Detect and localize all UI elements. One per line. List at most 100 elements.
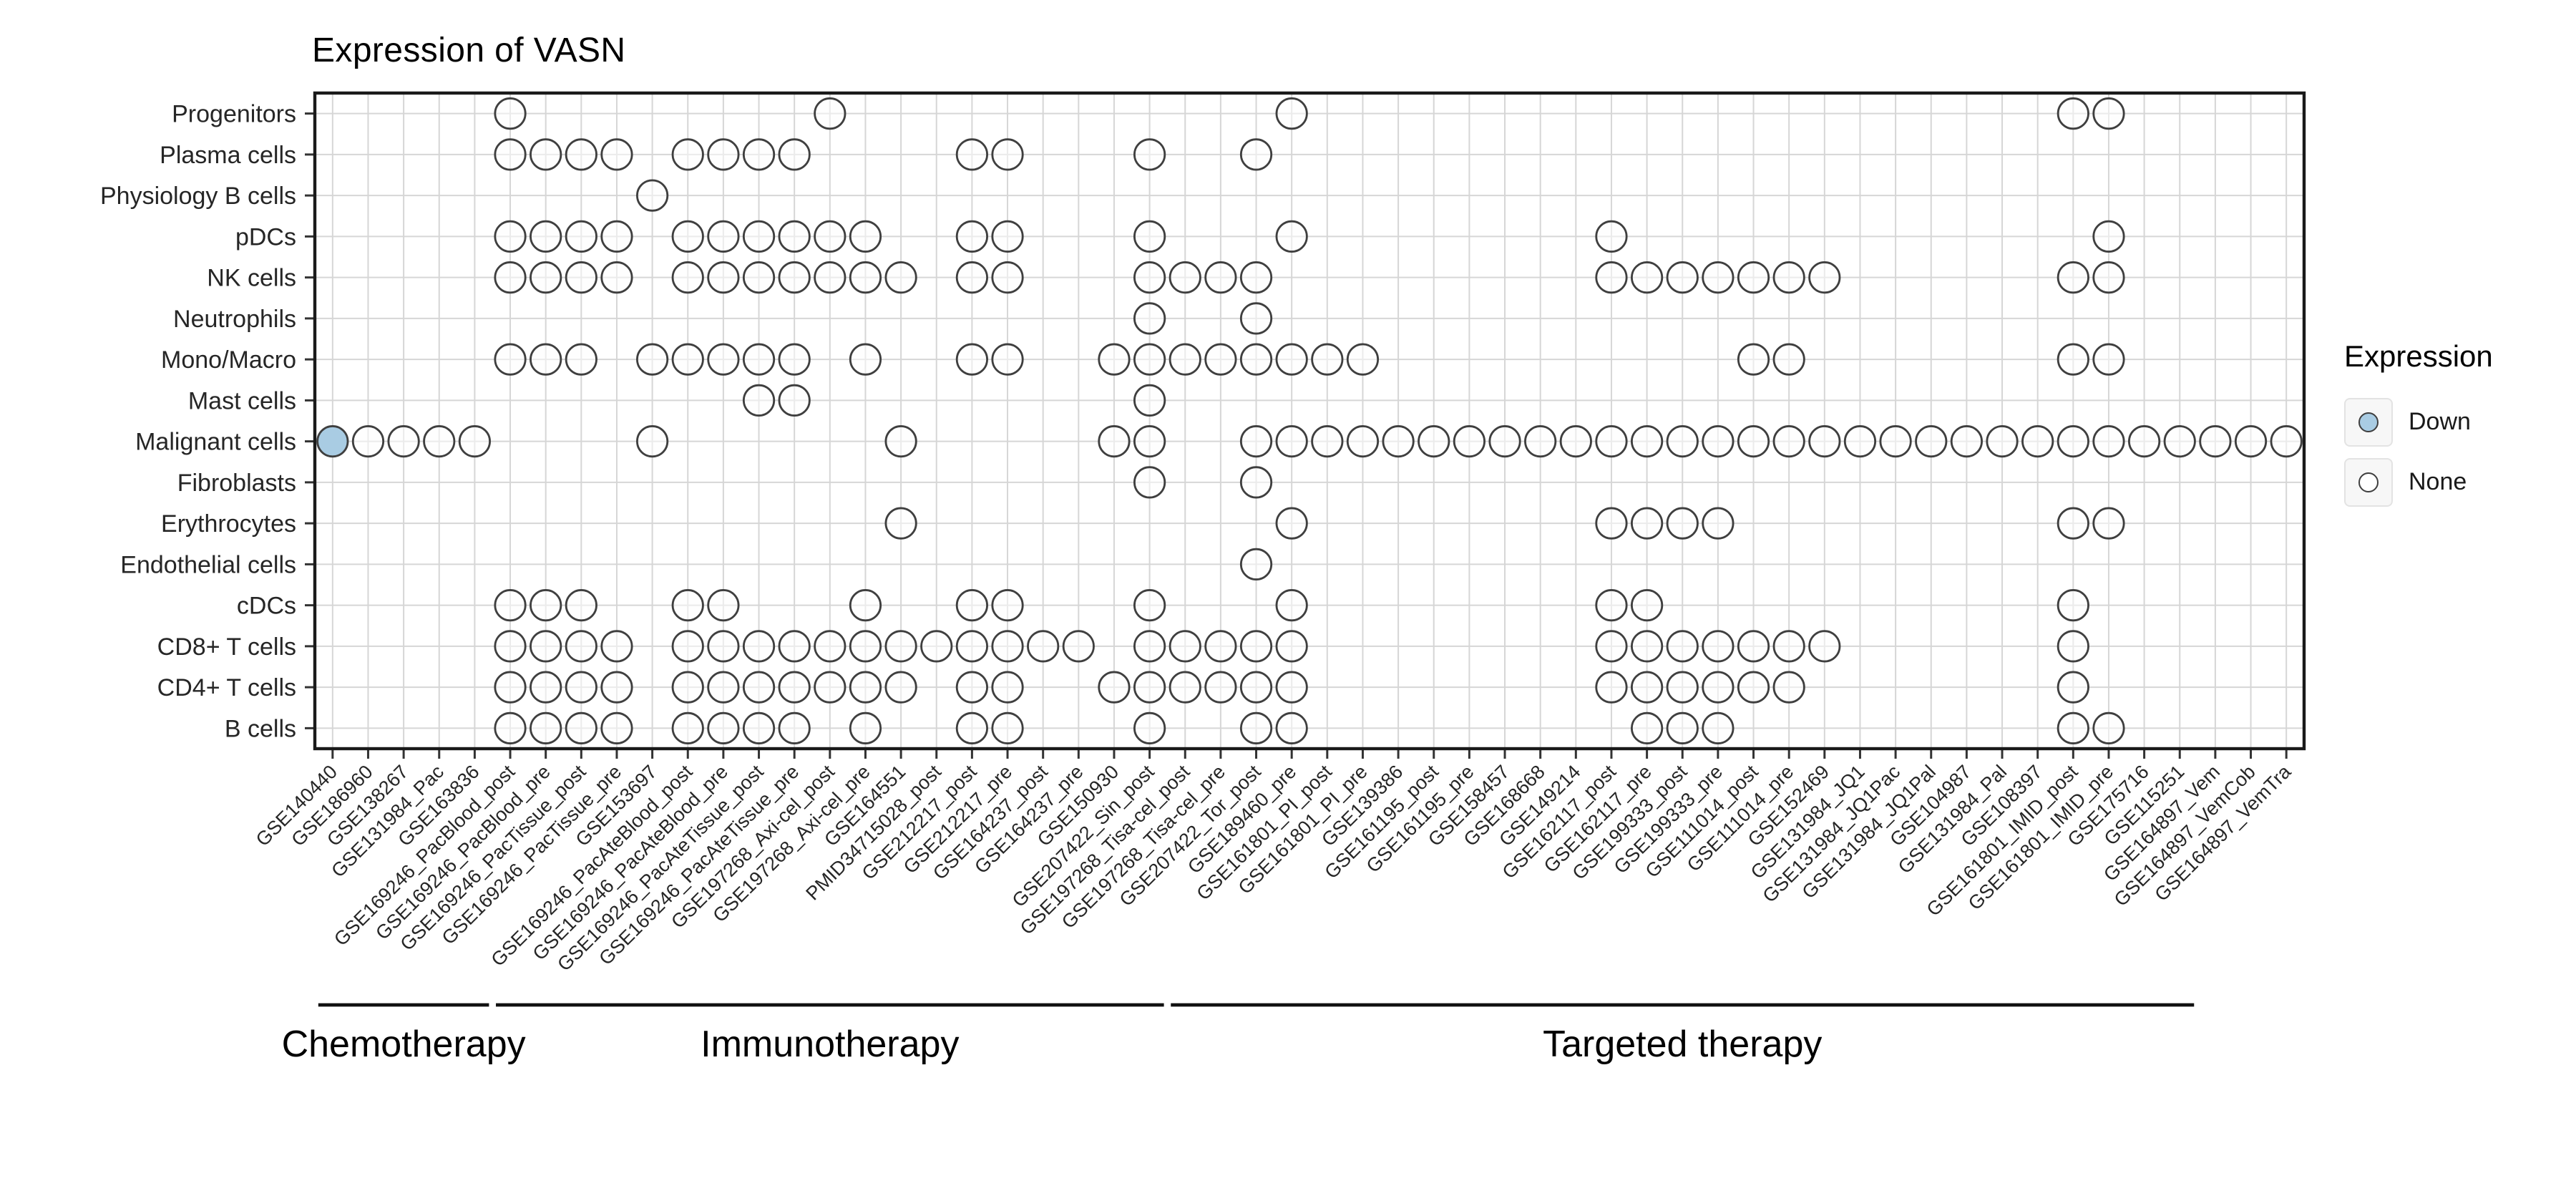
dot-none: [1346, 425, 1380, 458]
dot-none: [565, 711, 597, 744]
dot-none: [1275, 425, 1308, 458]
dot-none: [2057, 97, 2089, 130]
dot-none: [1808, 630, 1841, 663]
dot-none: [1631, 711, 1664, 744]
dot-none: [778, 384, 811, 417]
dot-none: [565, 138, 597, 171]
dot-none: [742, 630, 776, 663]
legend-down-dot-icon: [2358, 412, 2379, 432]
dot-none: [1631, 630, 1664, 663]
row-label: Fibroblasts: [177, 470, 296, 497]
dot-none: [1133, 630, 1166, 663]
dot-none: [600, 711, 633, 744]
row-label: Malignant cells: [135, 429, 296, 456]
dot-none: [707, 343, 740, 376]
dot-none: [1239, 302, 1273, 335]
dot-none: [1595, 261, 1628, 294]
dot-none: [849, 220, 882, 253]
dot-none: [1666, 630, 1699, 663]
dot-none: [1631, 507, 1664, 540]
dot-none: [2092, 343, 2125, 376]
dot-none: [1702, 630, 1735, 663]
group-label: Targeted therapy: [1543, 1024, 1822, 1065]
dot-none: [494, 711, 527, 744]
dot-none: [530, 630, 562, 663]
dot-none: [1098, 425, 1131, 458]
dot-none: [1169, 343, 1201, 376]
dot-none: [2234, 425, 2268, 458]
dot-none: [1382, 425, 1415, 458]
dot-none: [955, 589, 988, 622]
dot-none: [1666, 261, 1699, 294]
dot-none: [778, 630, 811, 663]
dot-none: [991, 589, 1024, 622]
dot-none: [1702, 507, 1735, 540]
dot-none: [1275, 220, 1308, 253]
dot-none: [565, 630, 597, 663]
dot-none: [494, 671, 527, 704]
dot-none: [1737, 425, 1770, 458]
dot-none: [2021, 425, 2054, 458]
row-label: B cells: [225, 715, 296, 742]
dot-none: [707, 589, 740, 622]
dot-none: [991, 343, 1024, 376]
dot-none: [1666, 507, 1699, 540]
dot-none: [565, 671, 597, 704]
dot-none: [565, 589, 597, 622]
dot-none: [1204, 261, 1237, 294]
dot-none: [1524, 425, 1557, 458]
legend-key-down: [2344, 398, 2393, 447]
dot-none: [530, 138, 562, 171]
row-label: cDCs: [237, 593, 296, 620]
dot-none: [814, 220, 847, 253]
dot-none: [1239, 671, 1273, 704]
panel-border: [313, 91, 2306, 751]
dot-none: [778, 711, 811, 744]
dot-none: [2128, 425, 2161, 458]
dot-none: [636, 179, 669, 212]
dot-none: [2057, 425, 2089, 458]
dot-none: [636, 425, 669, 458]
dot-none: [1488, 425, 1521, 458]
dot-none: [1239, 138, 1273, 171]
dot-none: [920, 630, 953, 663]
dot-none: [565, 261, 597, 294]
legend-item-down: Down: [2344, 398, 2493, 447]
dot-none: [1275, 343, 1308, 376]
dot-none: [1915, 425, 1948, 458]
dot-none: [1631, 261, 1664, 294]
dot-none: [1133, 466, 1166, 499]
row-label: Endothelial cells: [120, 551, 296, 578]
dot-none: [671, 138, 704, 171]
dot-none: [2270, 425, 2303, 458]
dot-none: [1843, 425, 1877, 458]
group-label: Immunotherapy: [701, 1024, 959, 1065]
dot-none: [600, 220, 633, 253]
dot-none: [1239, 343, 1273, 376]
dot-none: [707, 671, 740, 704]
legend-item-none: None: [2344, 458, 2493, 507]
dot-none: [849, 261, 882, 294]
dot-none: [814, 261, 847, 294]
dot-none: [1169, 630, 1201, 663]
dot-none: [1133, 425, 1166, 458]
dot-none: [955, 343, 988, 376]
dot-none: [494, 261, 527, 294]
dot-none: [849, 671, 882, 704]
dot-none: [2057, 671, 2089, 704]
dot-none: [1239, 548, 1273, 580]
dot-none: [1808, 261, 1841, 294]
dot-none: [1239, 425, 1273, 458]
dot-none: [1098, 343, 1131, 376]
dot-none: [387, 425, 420, 458]
dot-none: [2163, 425, 2196, 458]
dot-none: [671, 343, 704, 376]
row-label: Mast cells: [188, 387, 296, 414]
dot-none: [742, 711, 776, 744]
dot-none: [494, 220, 527, 253]
dot-none: [1595, 220, 1628, 253]
dot-none: [1062, 630, 1095, 663]
dot-none: [1133, 589, 1166, 622]
dot-none: [1239, 261, 1273, 294]
dot-none: [565, 220, 597, 253]
